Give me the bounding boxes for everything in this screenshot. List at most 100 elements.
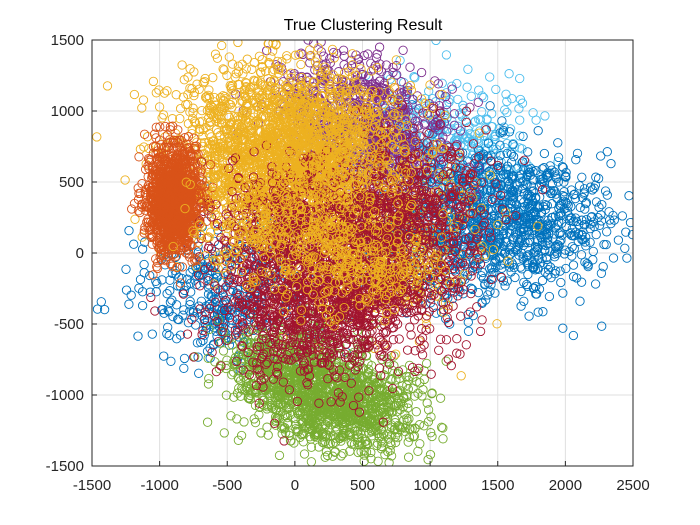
data-point xyxy=(217,320,227,330)
data-point xyxy=(212,272,222,283)
data-point xyxy=(499,248,509,259)
data-point xyxy=(609,215,619,225)
data-point xyxy=(129,239,139,249)
data-point xyxy=(552,220,562,230)
data-point xyxy=(137,287,148,297)
data-point xyxy=(299,449,310,459)
data-point xyxy=(624,191,633,201)
data-point xyxy=(558,162,568,173)
data-point xyxy=(165,275,175,285)
data-point xyxy=(602,190,612,200)
data-point xyxy=(198,270,208,280)
data-point xyxy=(202,417,213,427)
data-point xyxy=(409,72,419,82)
data-point xyxy=(539,148,550,159)
data-point xyxy=(466,91,476,101)
data-point xyxy=(209,273,219,283)
data-point xyxy=(468,310,478,321)
data-point xyxy=(468,137,479,147)
data-point xyxy=(463,326,474,336)
data-point xyxy=(458,103,469,114)
data-point xyxy=(594,202,604,212)
data-point xyxy=(466,141,477,151)
data-point xyxy=(463,309,473,320)
data-point xyxy=(500,105,510,115)
data-point xyxy=(523,269,533,280)
data-point xyxy=(538,307,548,317)
data-point xyxy=(545,161,555,171)
data-point xyxy=(473,138,484,149)
data-point xyxy=(470,116,481,126)
data-point xyxy=(601,239,611,250)
data-point xyxy=(596,151,606,161)
data-point xyxy=(208,340,219,350)
data-point xyxy=(440,293,450,303)
data-point xyxy=(411,407,421,417)
data-point xyxy=(203,379,214,389)
data-point xyxy=(555,228,566,238)
data-point xyxy=(427,93,438,104)
data-point xyxy=(530,242,541,252)
data-point xyxy=(588,255,598,265)
data-point xyxy=(538,201,548,212)
data-point xyxy=(96,297,106,307)
data-point xyxy=(467,137,478,148)
data-point xyxy=(537,275,548,286)
data-point xyxy=(405,62,415,72)
data-point xyxy=(602,227,612,237)
data-point xyxy=(568,330,579,341)
data-point xyxy=(519,296,529,306)
data-point xyxy=(617,211,628,221)
data-point xyxy=(516,286,526,297)
data-point xyxy=(99,304,110,315)
data-point xyxy=(553,138,563,148)
data-point xyxy=(441,356,451,366)
data-point xyxy=(547,219,557,229)
data-point xyxy=(433,165,444,175)
data-point xyxy=(540,111,550,121)
data-point xyxy=(596,210,606,220)
data-point xyxy=(121,264,131,274)
data-point xyxy=(477,267,488,278)
data-point xyxy=(124,299,134,309)
data-point xyxy=(604,207,614,217)
data-point xyxy=(147,329,157,339)
data-point xyxy=(483,192,493,202)
data-point xyxy=(463,64,473,74)
data-point xyxy=(575,296,585,306)
data-point xyxy=(526,181,536,191)
data-point xyxy=(486,279,496,290)
data-point xyxy=(540,267,550,277)
data-point xyxy=(547,212,557,223)
data-point xyxy=(567,242,577,252)
data-point xyxy=(500,130,510,140)
data-point xyxy=(524,311,534,321)
data-point xyxy=(218,284,229,294)
data-point xyxy=(590,279,601,289)
data-point xyxy=(483,138,493,148)
data-point xyxy=(489,267,499,278)
data-point xyxy=(444,149,454,160)
data-point xyxy=(577,235,587,245)
data-point xyxy=(556,210,566,221)
data-point xyxy=(124,225,134,236)
data-point xyxy=(504,69,514,79)
data-point xyxy=(179,353,190,364)
data-point xyxy=(185,296,195,307)
data-point xyxy=(151,276,161,286)
data-point xyxy=(398,45,408,55)
data-point xyxy=(179,305,189,315)
data-point xyxy=(504,179,515,189)
data-point xyxy=(194,368,204,378)
data-point xyxy=(166,356,176,366)
data-point xyxy=(587,211,597,222)
data-point xyxy=(561,263,571,274)
data-point xyxy=(500,236,511,247)
data-point xyxy=(431,308,441,318)
data-point xyxy=(216,305,227,316)
data-point xyxy=(145,287,155,297)
data-point xyxy=(456,110,466,120)
data-point xyxy=(504,127,515,137)
data-point xyxy=(121,285,132,295)
data-point xyxy=(558,288,568,298)
